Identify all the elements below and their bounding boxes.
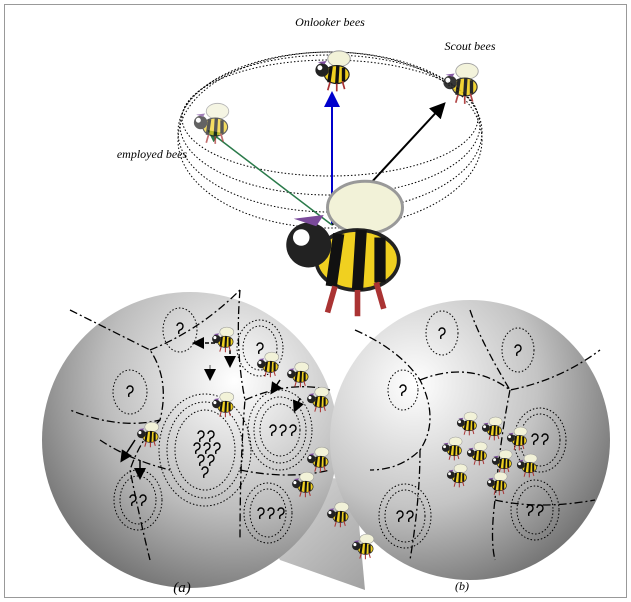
hive-bee [286,181,402,316]
employed-arrow [207,130,333,226]
scout-bee [441,61,480,105]
onlooker-bee [313,49,353,94]
onlooker-label: Onlooker bees [295,15,365,29]
label-b: (b) [455,579,469,593]
sphere-a [42,292,338,588]
move-arrows [120,337,304,480]
sphere-b [330,300,610,580]
employed-bee [192,101,231,145]
frame [4,4,627,598]
employed-label: employed bees [117,147,188,161]
scout-label: Scout bees [445,39,496,53]
food-sources [112,307,567,549]
label-a: (a) [173,580,191,596]
